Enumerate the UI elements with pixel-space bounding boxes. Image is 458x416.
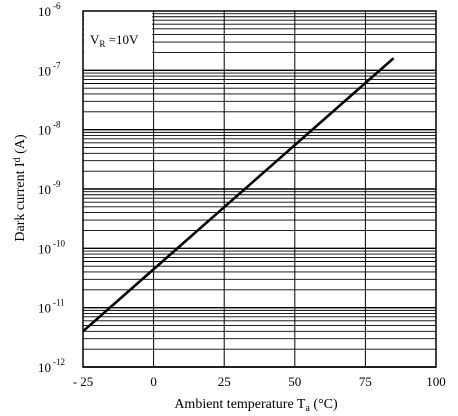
y-tick-exponent: -6 <box>53 1 61 11</box>
annotation-sub: R <box>99 39 105 49</box>
y-axis-label-main: Dark current I <box>13 162 28 242</box>
x-tick-label: 0 <box>150 374 157 389</box>
y-axis-label: Dark current Id (A) <box>12 134 28 242</box>
y-tick-base: 10 <box>38 63 51 78</box>
x-axis-label: Ambient temperature Ta (°C) <box>174 397 338 414</box>
y-tick-label: 10 -12 <box>38 357 65 375</box>
annotation-text: VR =10V <box>90 32 139 49</box>
annotation-box: VR =10V <box>84 12 152 58</box>
grid <box>83 11 436 368</box>
x-tick-labels: - 25 0 25 50 75 100 <box>73 374 446 389</box>
y-tick-base: 10 <box>38 182 51 197</box>
x-axis-label-unit: (°C) <box>310 397 338 412</box>
y-tick-base: 10 <box>38 301 51 316</box>
y-tick-label: 10 -11 <box>38 298 65 316</box>
x-tick-label: 75 <box>359 374 372 389</box>
x-tick-label: 100 <box>426 374 446 389</box>
y-tick-label: 10 -8 <box>38 120 61 138</box>
x-axis-label-sub: a <box>305 403 310 414</box>
y-tick-label: 10 -6 <box>38 1 61 19</box>
y-tick-label: 10 -7 <box>38 60 61 78</box>
y-tick-base: 10 <box>38 360 51 375</box>
plot-frame <box>82 10 437 368</box>
y-axis-label-unit: (A) <box>13 134 28 157</box>
x-tick-label: - 25 <box>73 374 94 389</box>
y-tick-exponent: -8 <box>53 120 61 130</box>
annotation-rest: =10V <box>105 32 139 47</box>
y-tick-exponent: -11 <box>53 298 65 308</box>
y-tick-base: 10 <box>38 4 51 19</box>
x-tick-label: 25 <box>218 374 231 389</box>
y-tick-exponent: -7 <box>53 60 61 70</box>
y-tick-exponent: -9 <box>53 179 61 189</box>
y-tick-exponent: -10 <box>53 238 65 248</box>
y-tick-label: 10 -9 <box>38 179 61 197</box>
y-axis-label-sub: d <box>12 157 23 162</box>
y-tick-base: 10 <box>38 123 51 138</box>
x-tick-label: 50 <box>288 374 301 389</box>
series-layer <box>82 57 395 333</box>
y-tick-label: 10 -10 <box>38 238 65 256</box>
y-tick-base: 10 <box>38 241 51 256</box>
x-axis-label-main: Ambient temperature T <box>174 397 306 412</box>
y-tick-exponent: -12 <box>53 357 65 367</box>
annotation-main: V <box>90 32 100 47</box>
series-line <box>82 57 395 333</box>
